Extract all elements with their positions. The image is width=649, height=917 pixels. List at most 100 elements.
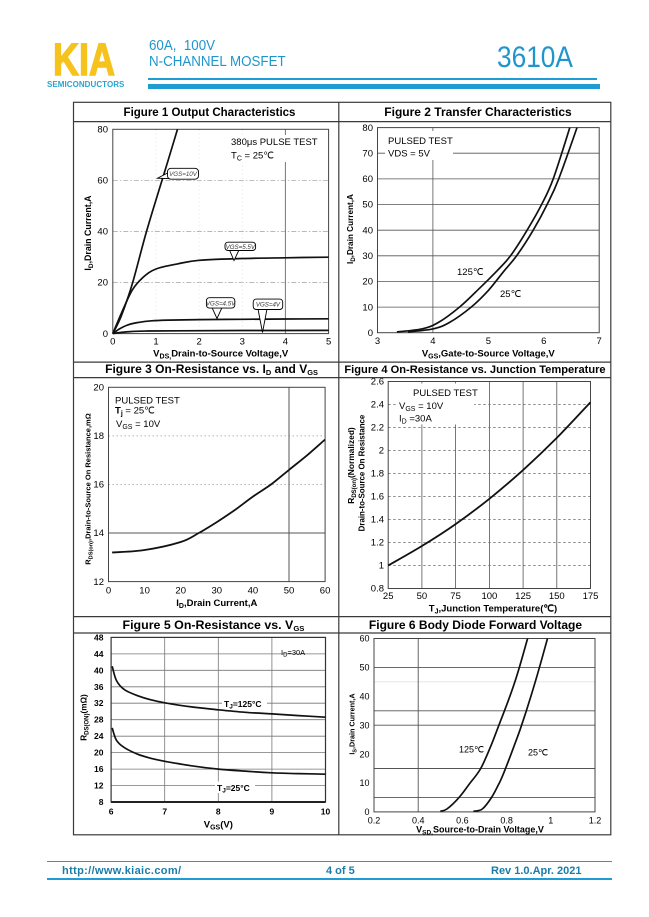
svg-text:380μs PULSE TEST: 380μs PULSE TEST [231, 137, 318, 148]
svg-text:RDS(ON)(mΩ): RDS(ON)(mΩ) [80, 694, 91, 741]
svg-text:PULSED TEST: PULSED TEST [413, 388, 478, 399]
svg-text:TJ=25°C: TJ=25°C [217, 783, 250, 795]
svg-text:0.6: 0.6 [456, 816, 469, 826]
svg-text:5: 5 [486, 336, 491, 347]
svg-text:48: 48 [94, 632, 104, 642]
svg-text:Figure 4 On-Resistance vs. Jun: Figure 4 On-Resistance vs. Junction Temp… [344, 364, 605, 376]
svg-text:24: 24 [94, 731, 104, 741]
svg-text:12: 12 [94, 781, 104, 791]
svg-text:1: 1 [153, 337, 158, 348]
svg-text:1: 1 [548, 816, 553, 826]
svg-text:IS,Drain Current,A: IS,Drain Current,A [348, 693, 359, 754]
svg-text:VGS(V): VGS(V) [204, 820, 233, 832]
svg-text:1.4: 1.4 [371, 515, 384, 526]
svg-text:6: 6 [109, 807, 114, 817]
svg-text:20: 20 [93, 383, 104, 394]
svg-text:60: 60 [97, 176, 108, 187]
svg-text:60: 60 [359, 634, 369, 644]
svg-text:TJ=125°C: TJ=125°C [224, 699, 262, 711]
svg-text:2.2: 2.2 [371, 423, 384, 434]
svg-text:RDS(on),Drain-to-Source On Res: RDS(on),Drain-to-Source On Resistance,mΩ [84, 413, 95, 564]
svg-text:4: 4 [283, 337, 288, 348]
svg-text:Tj = 25℃: Tj = 25℃ [115, 406, 155, 418]
svg-text:ID,Drain Current,A: ID,Drain Current,A [346, 194, 357, 264]
svg-text:6: 6 [541, 336, 546, 347]
svg-text:ID,Drain Current,A: ID,Drain Current,A [83, 195, 95, 271]
svg-text:0: 0 [106, 586, 111, 597]
svg-text:125℃: 125℃ [459, 745, 484, 755]
svg-text:25℃: 25℃ [528, 748, 548, 758]
svg-text:16: 16 [93, 480, 104, 491]
svg-text:2.4: 2.4 [371, 400, 384, 411]
svg-text:VGS,Gate-to-Source Voltage,V: VGS,Gate-to-Source Voltage,V [422, 349, 556, 361]
svg-text:100: 100 [481, 591, 497, 602]
svg-text:40: 40 [97, 227, 108, 238]
svg-text:30: 30 [359, 720, 369, 730]
svg-text:10: 10 [362, 302, 373, 313]
svg-text:0: 0 [364, 807, 369, 817]
svg-text:0.8: 0.8 [371, 584, 384, 595]
svg-text:Drain-to-Source On Resistance: Drain-to-Source On Resistance [358, 414, 367, 531]
svg-text:VGS=10V: VGS=10V [169, 171, 198, 178]
svg-text:150: 150 [549, 591, 565, 602]
svg-text:3: 3 [240, 337, 245, 348]
svg-text:0.4: 0.4 [412, 816, 425, 826]
svg-text:PULSED TEST: PULSED TEST [388, 136, 453, 147]
svg-text:0.2: 0.2 [368, 816, 381, 826]
svg-text:10: 10 [139, 586, 150, 597]
svg-text:50: 50 [284, 586, 295, 597]
svg-text:ID=30A: ID=30A [281, 648, 305, 659]
svg-text:75: 75 [450, 591, 461, 602]
svg-text:0.8: 0.8 [500, 816, 513, 826]
svg-text:8: 8 [216, 807, 221, 817]
svg-text:Figure 6 Body Diode Forward Vo: Figure 6 Body Diode Forward Voltage [369, 618, 582, 632]
svg-text:TJ,Junction Temperature(℃): TJ,Junction Temperature(℃) [429, 604, 557, 616]
svg-text:80: 80 [97, 125, 108, 136]
svg-text:RDS(on)(Normalized): RDS(on)(Normalized) [346, 427, 358, 504]
svg-text:25℃: 25℃ [500, 289, 522, 300]
svg-text:ID =30A: ID =30A [399, 414, 432, 426]
svg-text:50: 50 [359, 663, 369, 673]
svg-text:60: 60 [320, 586, 331, 597]
svg-text:40: 40 [248, 586, 259, 597]
svg-text:4: 4 [430, 336, 435, 347]
svg-text:20: 20 [97, 278, 108, 289]
svg-text:Figure 5 On-Resistance vs. VGS: Figure 5 On-Resistance vs. VGS [123, 618, 305, 633]
svg-text:10: 10 [321, 807, 331, 817]
svg-text:20: 20 [94, 748, 104, 758]
svg-text:Figure 3 On-Resistance vs. ID: Figure 3 On-Resistance vs. ID and VGS [105, 362, 318, 377]
svg-text:20: 20 [175, 586, 186, 597]
svg-text:60: 60 [362, 174, 373, 185]
svg-text:VGS=5.5V: VGS=5.5V [226, 244, 256, 251]
svg-text:50: 50 [417, 591, 428, 602]
svg-text:0: 0 [368, 328, 373, 339]
svg-text:50: 50 [362, 200, 373, 211]
svg-text:16: 16 [94, 764, 104, 774]
svg-text:1.2: 1.2 [589, 816, 602, 826]
svg-text:25: 25 [383, 591, 394, 602]
svg-text:44: 44 [94, 649, 104, 659]
svg-text:VGS = 10V: VGS = 10V [116, 419, 161, 431]
svg-text:70: 70 [362, 148, 373, 159]
svg-text:8: 8 [99, 797, 104, 807]
svg-text:Figure 1 Output Characteristic: Figure 1 Output Characteristics [124, 107, 296, 119]
svg-text:125℃: 125℃ [457, 267, 484, 278]
svg-text:20: 20 [362, 277, 373, 288]
svg-text:14: 14 [93, 528, 104, 539]
svg-text:30: 30 [362, 251, 373, 262]
svg-text:VDS,Drain-to-Source Voltage,V: VDS,Drain-to-Source Voltage,V [153, 349, 289, 361]
svg-text:1: 1 [379, 561, 384, 572]
svg-text:ID,Drain Current,A: ID,Drain Current,A [176, 598, 257, 610]
svg-text:PULSED TEST: PULSED TEST [115, 396, 180, 407]
svg-text:125: 125 [515, 591, 531, 602]
svg-text:5: 5 [326, 337, 331, 348]
svg-text:2.6: 2.6 [371, 377, 384, 388]
svg-text:36: 36 [94, 682, 104, 692]
svg-text:VSD,Source-to-Drain Voltage,V: VSD,Source-to-Drain Voltage,V [416, 825, 544, 837]
svg-text:20: 20 [359, 749, 369, 759]
svg-text:VGS=4.5V: VGS=4.5V [206, 300, 236, 307]
svg-text:40: 40 [362, 225, 373, 236]
svg-text:0: 0 [110, 337, 115, 348]
svg-text:1.2: 1.2 [371, 538, 384, 549]
svg-text:28: 28 [94, 715, 104, 725]
